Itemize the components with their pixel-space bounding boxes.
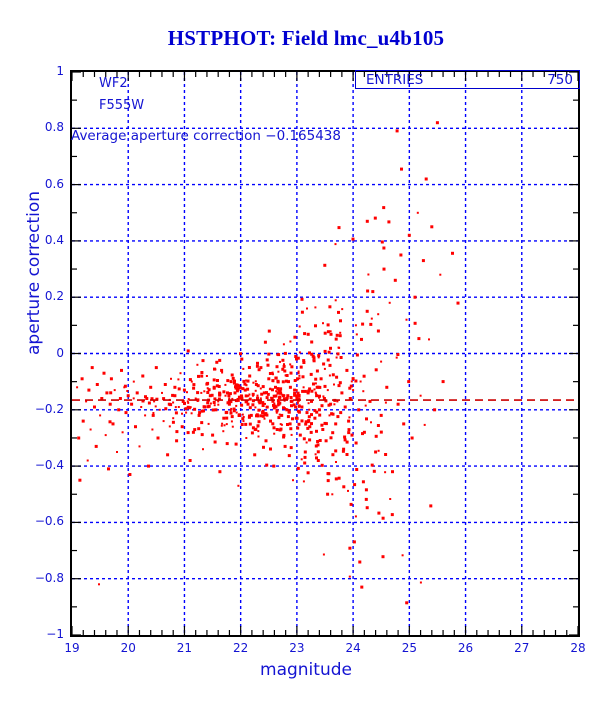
x-tick-label: 28 [570,641,586,655]
entries-label: ENTRIES [366,72,424,88]
y-tick-label: −0.2 [34,401,64,416]
x-tick-label: 21 [176,641,193,655]
y-tick-label: 1 [56,64,64,78]
x-tick-label: 27 [514,641,530,655]
x-tick-label: 26 [457,641,474,655]
annotation-chip: WF2 [99,76,128,91]
y-axis-label: aperture correction [24,191,44,355]
annotation-filter: F555W [99,98,145,113]
entries-box [355,70,580,89]
x-axis-label: magnitude [260,660,352,680]
x-tick-label: 24 [345,641,361,655]
y-tick-label: −1 [46,627,64,641]
y-tick-label: 0 [56,345,64,360]
y-tick-label: 0.4 [44,232,64,247]
x-tick-label: 25 [401,641,417,655]
x-tick-label: 19 [64,641,80,655]
y-tick-label: 0.2 [44,289,64,304]
entries-value: 750 [547,72,573,88]
y-tick-label: −0.4 [34,458,64,473]
x-tick-label: 22 [233,641,249,655]
scatter-plot-canvas [72,72,578,635]
y-tick-label: −0.8 [34,570,64,585]
x-tick-label: 20 [120,641,136,655]
y-tick-label: 0.8 [44,120,64,135]
y-tick-label: 0.6 [44,176,64,191]
page-title: HSTPHOT: Field lmc_u4b105 [167,26,445,50]
x-tick-label: 23 [289,641,305,655]
y-tick-label: −0.6 [34,514,64,529]
annotation-average-correction: Average aperture correction −0.165438 [71,128,341,144]
plot-frame [70,70,580,637]
